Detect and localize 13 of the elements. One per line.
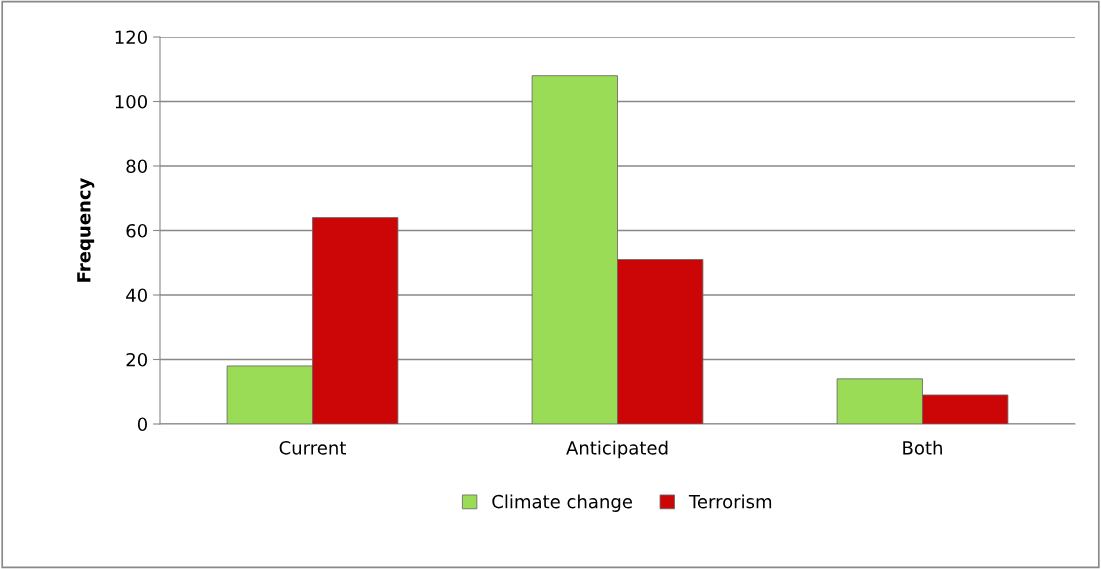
y-tick-label: 40 — [126, 288, 147, 303]
x-tick-label: Both — [903, 440, 942, 455]
x-tick-label: Current — [279, 440, 346, 455]
legend-label: Terrorism — [688, 494, 772, 509]
x-tick-label: Anticipated — [566, 440, 668, 459]
y-tick-label: 60 — [126, 223, 147, 238]
y-tick-label: 80 — [126, 159, 147, 174]
y-tick-label: 20 — [126, 352, 147, 367]
y-axis-title: Frequency — [77, 177, 95, 282]
y-tick-label: 0 — [137, 417, 147, 432]
y-tick-label: 100 — [115, 94, 147, 109]
legend-label: Climate change — [492, 494, 632, 512]
y-tick-label: 120 — [115, 30, 147, 45]
